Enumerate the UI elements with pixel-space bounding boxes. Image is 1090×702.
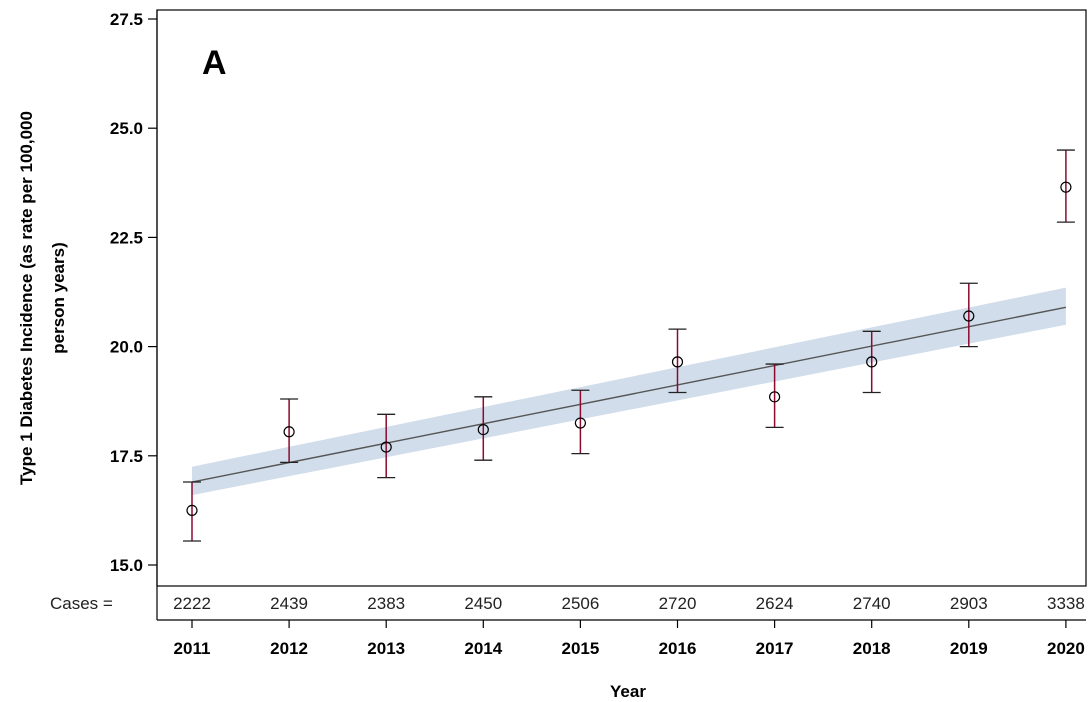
data-point — [380, 441, 392, 453]
cases-value: 2903 — [950, 594, 988, 613]
confidence-band — [192, 287, 1066, 496]
error-bar — [571, 389, 590, 455]
data-points-layer — [186, 181, 1072, 516]
y-ticks: 15.0 17.5 20.0 22.5 25.0 27.5 — [110, 10, 157, 575]
y-tick-label: 17.5 — [110, 447, 143, 466]
error-bar — [668, 328, 687, 394]
error-bar — [1056, 149, 1075, 223]
cases-value: 2624 — [756, 594, 794, 613]
plot-frame — [156, 9, 1087, 587]
data-point — [866, 356, 878, 368]
data-point — [671, 356, 684, 368]
data-point — [186, 504, 198, 516]
x-tick-label: 2011 — [174, 639, 211, 658]
trend-line — [191, 306, 1067, 483]
x-tick-label: 2019 — [950, 639, 988, 658]
data-point — [768, 391, 781, 403]
y-tick-label: 27.5 — [110, 10, 143, 29]
x-tick-label: 2016 — [659, 639, 697, 658]
x-tick-label: 2020 — [1047, 639, 1085, 658]
y-tick-label: 25.0 — [110, 119, 143, 138]
error-bar — [474, 396, 493, 461]
y-axis-title-line1: Type 1 Diabetes Incidence (as rate per 1… — [17, 111, 36, 485]
cases-value: 2439 — [270, 594, 308, 613]
x-tick-label: 2017 — [756, 639, 794, 658]
data-point — [477, 423, 489, 436]
x-tick-label: 2015 — [561, 639, 599, 658]
error-bar — [765, 363, 784, 429]
error-bar — [862, 330, 881, 394]
x-tick-label: 2012 — [270, 639, 308, 658]
cases-value: 2450 — [464, 594, 502, 613]
cases-value: 2720 — [659, 594, 697, 613]
confidence-band-layer — [192, 287, 1066, 496]
y-tick-label: 22.5 — [110, 228, 143, 247]
y-axis-title-line2: person years) — [49, 242, 68, 354]
x-tick-label: 2014 — [464, 639, 502, 658]
data-point — [963, 310, 975, 322]
x-tick-label: 2013 — [367, 639, 405, 658]
data-point — [1060, 181, 1072, 193]
error-bar — [183, 481, 201, 542]
error-bar — [280, 398, 299, 464]
panel-label: A — [202, 44, 227, 82]
cases-label: Cases = — [50, 594, 113, 613]
cases-value: 2222 — [173, 594, 211, 613]
cases-value: 2740 — [853, 594, 891, 613]
data-point — [574, 417, 587, 429]
cases-value: 3338 — [1047, 594, 1085, 613]
cases-row: 2222 2439 2383 2450 2506 2720 2624 2740 2903 3338 — [173, 594, 1085, 613]
x-tick-label: 2018 — [853, 639, 891, 658]
x-ticks: 2011 2012 2013 2014 2015 2016 2017 2018 2019 2020 — [174, 620, 1085, 658]
cases-value: 2506 — [561, 594, 599, 613]
error-bar — [377, 413, 396, 479]
data-point — [283, 426, 295, 438]
y-tick-label: 20.0 — [110, 338, 143, 357]
error-bars-layer — [183, 149, 1075, 542]
y-tick-label: 15.0 — [110, 556, 143, 575]
x-axis-title: Year — [610, 682, 646, 701]
error-bar — [959, 282, 978, 348]
trend-line-layer — [191, 306, 1067, 483]
cases-value: 2383 — [367, 594, 405, 613]
